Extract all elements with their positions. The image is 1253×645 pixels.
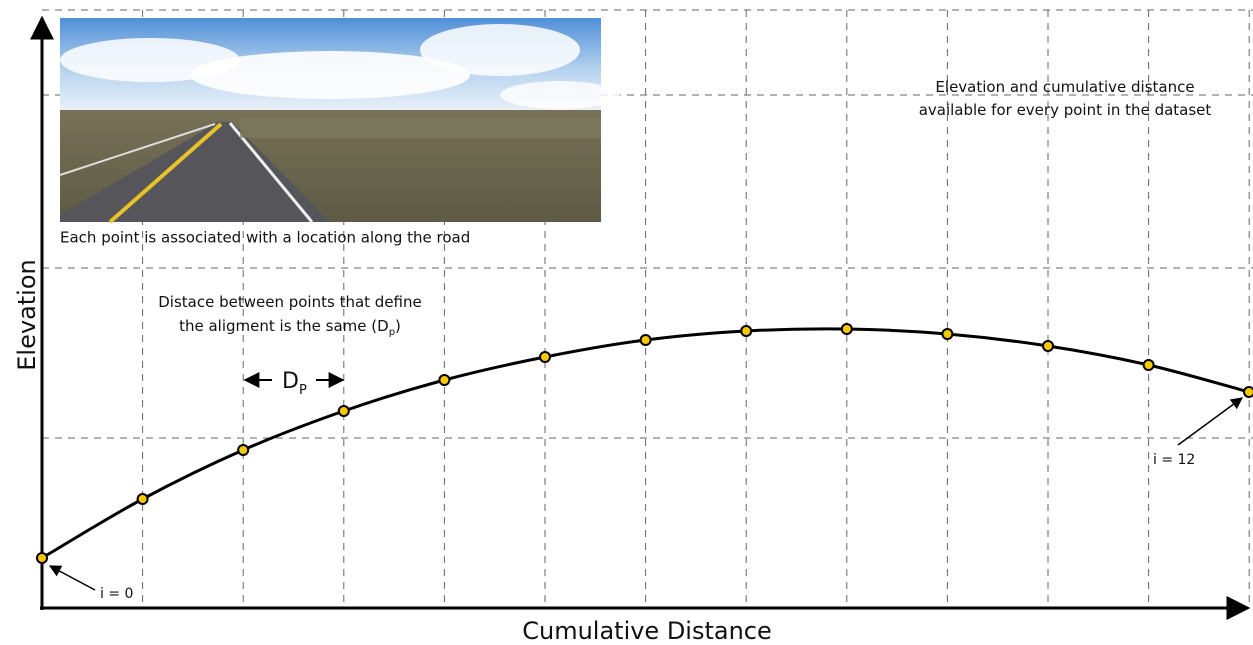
alignment-point xyxy=(337,405,350,417)
alignment-point xyxy=(1243,386,1253,398)
alignment-point xyxy=(136,493,149,505)
pointer-arrow xyxy=(48,565,96,591)
alignment xyxy=(36,323,1253,564)
point-label: i = 0 xyxy=(100,586,133,602)
photo-caption: Each point is associated with a location… xyxy=(60,229,470,247)
pointer-arrow xyxy=(1177,397,1243,446)
alignment-point xyxy=(438,374,451,386)
y-axis-label: Elevation xyxy=(13,259,41,370)
spacing-label-text: D xyxy=(282,369,299,394)
alignment-point xyxy=(1142,359,1155,371)
spacing-note-subscript: p xyxy=(389,327,395,338)
alignment-point xyxy=(539,351,551,363)
alignment-point xyxy=(36,552,48,564)
alignment-point xyxy=(740,325,753,337)
alignment-point xyxy=(1042,340,1054,352)
spacing-label-subscript: P xyxy=(299,383,307,398)
spacing-note-end: ) xyxy=(395,317,401,335)
x-axis-label: Cumulative Distance xyxy=(522,617,772,645)
spacing-note-text: the aligment is the same (D xyxy=(179,317,389,335)
alignment-point xyxy=(941,328,954,340)
dataset-note: Elevation and cumulative distance xyxy=(935,78,1194,96)
road-photo xyxy=(59,18,620,224)
alignment-point xyxy=(237,444,250,456)
alignment-point xyxy=(639,334,652,346)
spacing-note: the aligment is the same (Dp) xyxy=(179,317,401,338)
alignment-point xyxy=(840,323,853,335)
dataset-note: available for every point in the dataset xyxy=(919,101,1212,119)
point-label: i = 12 xyxy=(1153,452,1195,468)
spacing-label: DP xyxy=(282,369,307,398)
spacing-note: Distace between points that define xyxy=(158,293,421,311)
